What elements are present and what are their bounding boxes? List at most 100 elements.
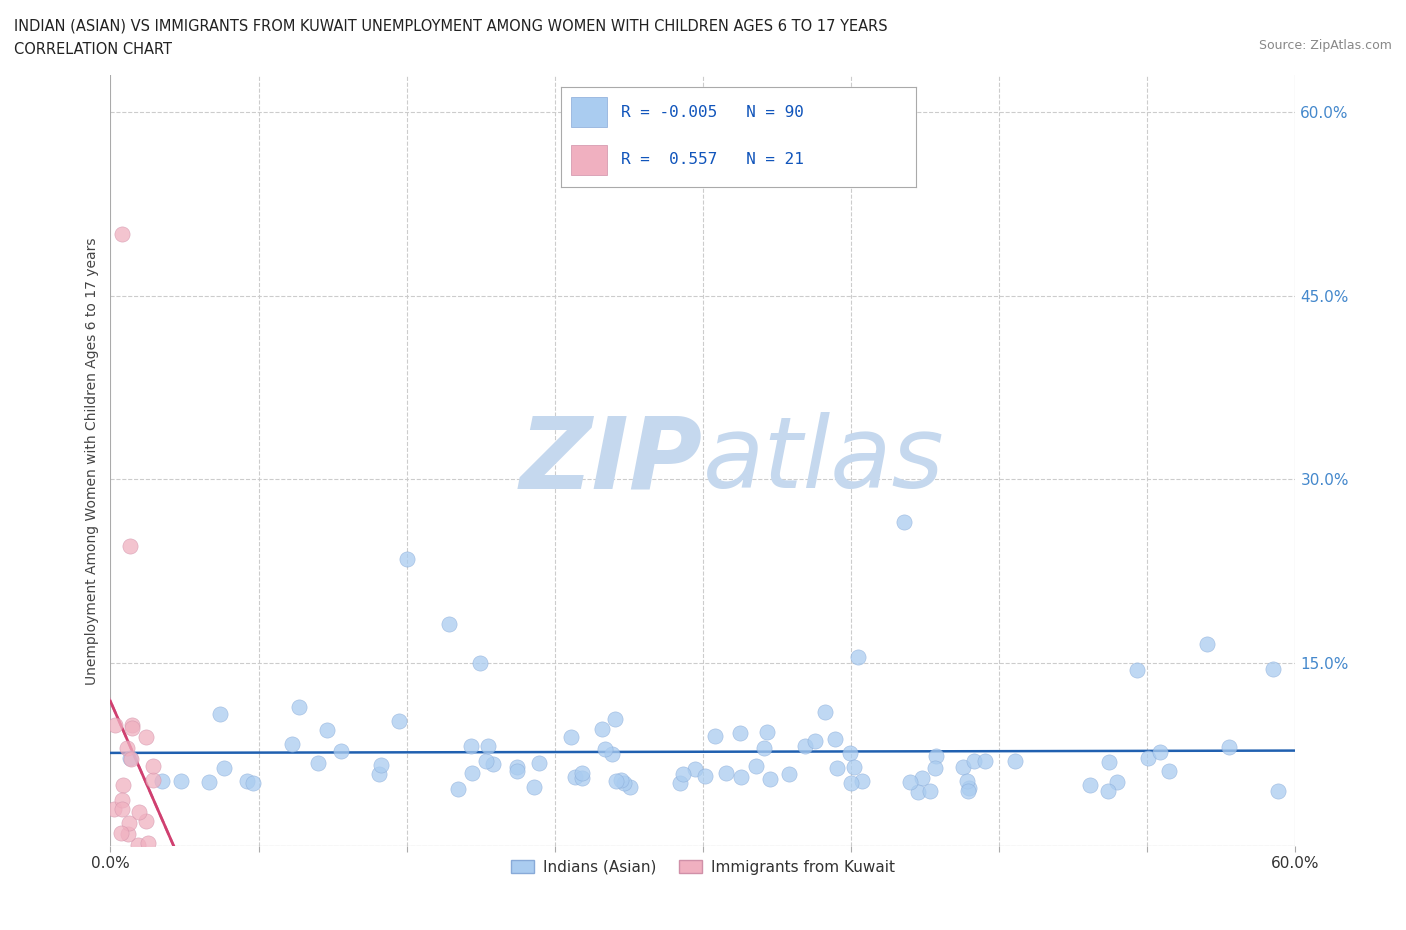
Text: Source: ZipAtlas.com: Source: ZipAtlas.com (1258, 39, 1392, 52)
Immigrants from Kuwait (128, 804, 150, 819)
Indians (Asian) (329, 743, 352, 758)
Indians (Asian) (370, 758, 392, 773)
Indians (Asian) (898, 775, 921, 790)
Indians (Asian) (851, 774, 873, 789)
Indians (Asian) (242, 776, 264, 790)
Immigrants from Kuwait (121, 721, 143, 736)
Indians (Asian) (482, 757, 505, 772)
Indians (Asian) (911, 771, 934, 786)
Immigrants from Kuwait (111, 802, 134, 817)
Indians (Asian) (956, 784, 979, 799)
Immigrants from Kuwait (110, 826, 132, 841)
Indians (Asian) (685, 762, 707, 777)
Indians (Asian) (730, 725, 752, 740)
Indians (Asian) (778, 767, 800, 782)
Indians (Asian) (396, 551, 419, 566)
Indians (Asian) (505, 764, 527, 778)
Immigrants from Kuwait (134, 813, 156, 828)
Indians (Asian) (825, 761, 848, 776)
Indians (Asian) (839, 775, 862, 790)
Indians (Asian) (957, 781, 980, 796)
Indians (Asian) (447, 781, 470, 796)
Indians (Asian) (824, 731, 846, 746)
Text: atlas: atlas (703, 412, 945, 510)
Indians (Asian) (955, 774, 977, 789)
Indians (Asian) (893, 514, 915, 529)
Indians (Asian) (236, 774, 259, 789)
Indians (Asian) (118, 751, 141, 765)
Immigrants from Kuwait (112, 777, 135, 792)
Indians (Asian) (460, 765, 482, 780)
Immigrants from Kuwait (127, 838, 149, 853)
Immigrants from Kuwait (117, 827, 139, 842)
Indians (Asian) (307, 755, 329, 770)
Indians (Asian) (527, 756, 550, 771)
Indians (Asian) (1097, 784, 1119, 799)
Immigrants from Kuwait (120, 751, 142, 766)
Indians (Asian) (208, 707, 231, 722)
Indians (Asian) (974, 754, 997, 769)
Immigrants from Kuwait (111, 227, 134, 242)
Indians (Asian) (669, 776, 692, 790)
Indians (Asian) (925, 749, 948, 764)
Immigrants from Kuwait (111, 793, 134, 808)
Indians (Asian) (920, 784, 942, 799)
Immigrants from Kuwait (103, 802, 125, 817)
Indians (Asian) (1261, 661, 1284, 676)
Indians (Asian) (1078, 777, 1101, 792)
Indians (Asian) (924, 760, 946, 775)
Indians (Asian) (388, 713, 411, 728)
Immigrants from Kuwait (104, 717, 127, 732)
Indians (Asian) (619, 779, 641, 794)
Indians (Asian) (564, 770, 586, 785)
Immigrants from Kuwait (135, 729, 157, 744)
Indians (Asian) (605, 774, 627, 789)
Indians (Asian) (814, 705, 837, 720)
Indians (Asian) (477, 739, 499, 754)
Immigrants from Kuwait (118, 816, 141, 830)
Indians (Asian) (745, 759, 768, 774)
Indians (Asian) (439, 617, 461, 631)
Indians (Asian) (613, 776, 636, 790)
Indians (Asian) (1267, 783, 1289, 798)
Indians (Asian) (591, 722, 613, 737)
Indians (Asian) (838, 745, 860, 760)
Indians (Asian) (212, 761, 235, 776)
Indians (Asian) (470, 656, 492, 671)
Immigrants from Kuwait (120, 538, 142, 553)
Indians (Asian) (1195, 637, 1218, 652)
Indians (Asian) (1218, 739, 1240, 754)
Indians (Asian) (460, 738, 482, 753)
Indians (Asian) (506, 760, 529, 775)
Text: CORRELATION CHART: CORRELATION CHART (14, 42, 172, 57)
Indians (Asian) (1136, 751, 1159, 765)
Indians (Asian) (963, 753, 986, 768)
Indians (Asian) (804, 734, 827, 749)
Indians (Asian) (842, 760, 865, 775)
Indians (Asian) (315, 723, 337, 737)
Indians (Asian) (523, 779, 546, 794)
Indians (Asian) (1159, 764, 1181, 778)
Immigrants from Kuwait (136, 835, 159, 850)
Indians (Asian) (571, 771, 593, 786)
Indians (Asian) (695, 768, 717, 783)
Indians (Asian) (1126, 663, 1149, 678)
Indians (Asian) (560, 730, 582, 745)
Indians (Asian) (368, 767, 391, 782)
Indians (Asian) (793, 738, 815, 753)
Immigrants from Kuwait (115, 741, 138, 756)
Indians (Asian) (610, 773, 633, 788)
Indians (Asian) (907, 785, 929, 800)
Indians (Asian) (1097, 755, 1119, 770)
Indians (Asian) (730, 769, 752, 784)
Immigrants from Kuwait (142, 773, 165, 788)
Indians (Asian) (1149, 745, 1171, 760)
Indians (Asian) (1105, 775, 1128, 790)
Text: INDIAN (ASIAN) VS IMMIGRANTS FROM KUWAIT UNEMPLOYMENT AMONG WOMEN WITH CHILDREN : INDIAN (ASIAN) VS IMMIGRANTS FROM KUWAIT… (14, 19, 887, 33)
Indians (Asian) (593, 741, 616, 756)
Indians (Asian) (759, 772, 782, 787)
Indians (Asian) (198, 775, 221, 790)
Indians (Asian) (952, 759, 974, 774)
Indians (Asian) (281, 737, 304, 751)
Indians (Asian) (846, 649, 869, 664)
